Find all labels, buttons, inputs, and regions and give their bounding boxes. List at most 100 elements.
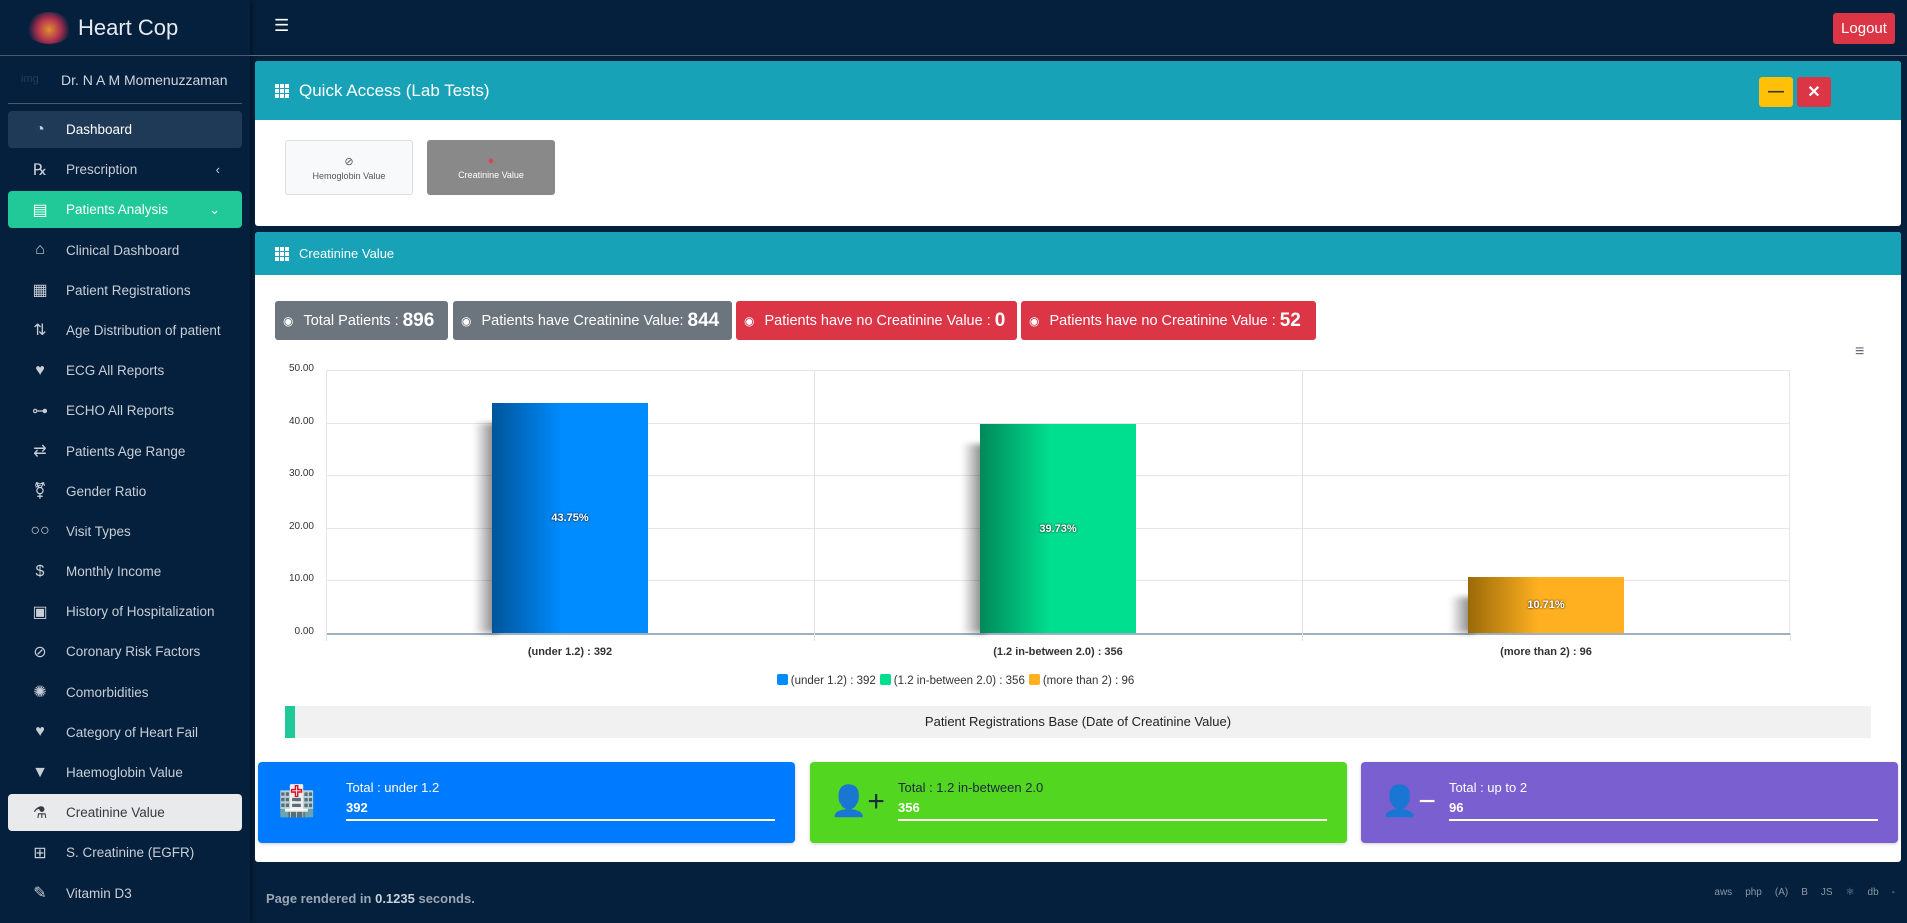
sidebar-item-haemoglobin-value[interactable]: ▼ Haemoglobin Value (8, 754, 242, 791)
y-tick-label: 0.00 (294, 626, 314, 637)
sidebar-item-t3-value[interactable]: ✱T3 Value (8, 915, 242, 923)
menu-toggle-icon[interactable]: ☰ (274, 16, 290, 35)
sidebar-item-s-creatinine-egfr[interactable]: ⊞ S. Creatinine (EGFR) (8, 834, 242, 871)
sidebar-item-clinical-dashboard[interactable]: ⌂ Clinical Dashboard (8, 232, 242, 269)
close-button[interactable]: ✕ (1797, 77, 1831, 107)
sidebar-item-monthly-income[interactable]: $ Monthly Income (8, 553, 242, 590)
sidebar-item-ecg-all-reports[interactable]: ♥ ECG All Reports (8, 352, 242, 389)
badge-label: Total Patients : (303, 312, 399, 329)
brand[interactable]: Heart Cop (0, 0, 250, 56)
tile-hemoglobin[interactable]: ⊘ Hemoglobin Value (285, 140, 413, 195)
tile-label: Hemoglobin Value (312, 170, 386, 181)
badge-no-value[interactable]: ◉ Patients have no Creatinine Value :0 (736, 301, 1017, 340)
grid-icon (275, 83, 289, 98)
tech-logo-icon: - (1891, 887, 1895, 898)
sidebar-item-vitamin-d3[interactable]: ✎ Vitamin D3 (8, 875, 242, 912)
exchange-icon: ⇄ (33, 443, 47, 460)
tile-creatinine[interactable]: ● Creatinine Value (427, 140, 555, 195)
bar[interactable] (1468, 576, 1624, 633)
card-under-1-2: 🏥 Total : under 1.2 392 (258, 762, 795, 843)
sidebar-item-echo-all-reports[interactable]: ⊶ ECHO All Reports (8, 392, 242, 429)
badge-value: 896 (402, 309, 435, 331)
sidebar-item-gender-ratio[interactable]: ⚧ Gender Ratio (8, 473, 242, 510)
sidebar-item-label: Gender Ratio (66, 483, 147, 499)
sidebar-item-patient-registrations[interactable]: ▦ Patient Registrations (8, 272, 242, 309)
category-divider (814, 370, 815, 641)
app-title: Heart Cop (78, 14, 179, 40)
progress-fill (285, 706, 295, 738)
sidebar-item-patients-age-range[interactable]: ⇄ Patients Age Range (8, 433, 242, 470)
user-plus-icon: 👤+ (830, 785, 885, 818)
chevron-left-icon: ‹ (215, 162, 220, 178)
tech-logo-icon: db (1867, 887, 1879, 898)
badge-total-patients[interactable]: ◉ Total Patients :896 (275, 301, 448, 340)
category-divider (1302, 370, 1303, 641)
sidebar-item-coronary-risk-factors[interactable]: ⊘ Coronary Risk Factors (8, 633, 242, 670)
sidebar-item-prescription[interactable]: ℞ Prescription ‹ (8, 151, 242, 188)
chart-legend: (under 1.2) : 392 (1.2 in-between 2.0) : … (0, 674, 1907, 687)
tech-logo-icon: ⚛ (1845, 887, 1855, 898)
sidebar-item-creatinine-value[interactable]: ⚗ Creatinine Value (8, 794, 242, 832)
hospital-user-icon: ▦ (32, 282, 48, 300)
pills-icon: ⊘ (344, 155, 354, 168)
tech-logo-icon: aws (1714, 887, 1733, 898)
sidebar-item-age-distribution-of-patient[interactable]: ⇅ Age Distribution of patient (8, 312, 242, 349)
minimize-button[interactable]: — (1759, 77, 1793, 107)
virus-icon: ✺ (33, 684, 47, 702)
logout-button[interactable]: Logout (1833, 13, 1895, 44)
gridline (326, 370, 1790, 371)
glasses-icon: ○○ (30, 522, 50, 540)
card-value: 356 (898, 800, 920, 815)
hospital-user-icon: 🏥 (278, 785, 316, 818)
tech-icons: aws php (A) B JS ⚛ db - (1714, 887, 1895, 898)
eye-icon: ◉ (283, 313, 294, 328)
badge-have-value[interactable]: ◉ Patients have Creatinine Value: 844 (453, 301, 732, 340)
sidebar-item-label: Patient Registrations (66, 282, 191, 298)
render-time: Page rendered in 0.1235 seconds. (266, 891, 475, 906)
sidebar-item-visit-types[interactable]: ○○ Visit Types (8, 513, 242, 550)
sidebar-item-dashboard[interactable]: ◔ Dashboard (8, 111, 242, 148)
user-name: Dr. N A M Momenuzzaman (61, 71, 228, 88)
user-minus-icon: 👤− (1381, 785, 1436, 818)
sidebar-item-label: Prescription (66, 162, 138, 178)
topbar: ☰ Logout (250, 0, 1907, 56)
sidebar-item-history-of-hospitalization[interactable]: ▣ History of Hospitalization (8, 593, 242, 630)
badge-label: Patients have no Creatinine Value : (1049, 312, 1276, 329)
flask-icon: ⚗ (32, 804, 48, 822)
sidebar-item-label: Patients Analysis (66, 202, 169, 218)
data-label: 39.73% (1039, 522, 1077, 535)
sidebar-item-label: Category of Heart Fail (66, 724, 199, 740)
badge-value: 0 (994, 309, 1006, 331)
x-tick-label: (under 1.2) : 392 (527, 646, 613, 658)
clipboard-medical-icon: ▣ (32, 603, 48, 621)
badge-value: 844 (687, 309, 720, 331)
sidebar-item-category-of-heart-fail[interactable]: ♥ Category of Heart Fail (8, 714, 242, 751)
panel-title: Creatinine Value (299, 246, 395, 261)
sidebar-item-label: Age Distribution of patient (66, 322, 221, 338)
bar[interactable] (492, 402, 648, 633)
badge-label: Patients have no Creatinine Value : (764, 312, 991, 329)
sidebar-item-patients-analysis[interactable]: ▤ Patients Analysis ⌄ (8, 191, 242, 229)
legend-item[interactable]: (under 1.2) : 392 (773, 674, 876, 687)
tech-logo-icon: (A) (1774, 887, 1789, 898)
eye-icon: ◉ (461, 313, 472, 328)
category-divider (1790, 633, 1791, 641)
gridline (326, 422, 1790, 424)
badge-no-value-2[interactable]: ◉ Patients have no Creatinine Value :52 (1021, 301, 1316, 340)
bar[interactable] (980, 424, 1136, 633)
chart-menu-icon[interactable]: ≡ (1855, 343, 1865, 360)
sidebar-nav: ◔ Dashboard ℞ Prescription ‹ ▤ Patients Analys… (0, 104, 250, 923)
no-smoking-icon: ⊘ (33, 643, 47, 661)
progress-label: Patient Registrations Base (Date of Crea… (924, 714, 1232, 729)
data-label: 43.75% (551, 511, 589, 524)
clinic-house-icon: ⌂ (35, 241, 45, 259)
file-medical-icon: ▤ (32, 201, 48, 219)
x-tick-label: (more than 2) : 96 (1500, 646, 1592, 658)
legend-item[interactable]: (more than 2) : 96 (1025, 674, 1134, 687)
sidebar-item-comorbidities[interactable]: ✺ Comorbidities (8, 674, 242, 711)
progress-bar: Patient Registrations Base (Date of Crea… (285, 706, 1871, 738)
user-panel[interactable]: img Dr. N A M Momenuzzaman (8, 56, 242, 104)
y-tick-label: 40.00 (288, 415, 314, 427)
data-label: 10.71% (1527, 598, 1565, 611)
legend-item[interactable]: (1.2 in-between 2.0) : 356 (876, 674, 1025, 687)
